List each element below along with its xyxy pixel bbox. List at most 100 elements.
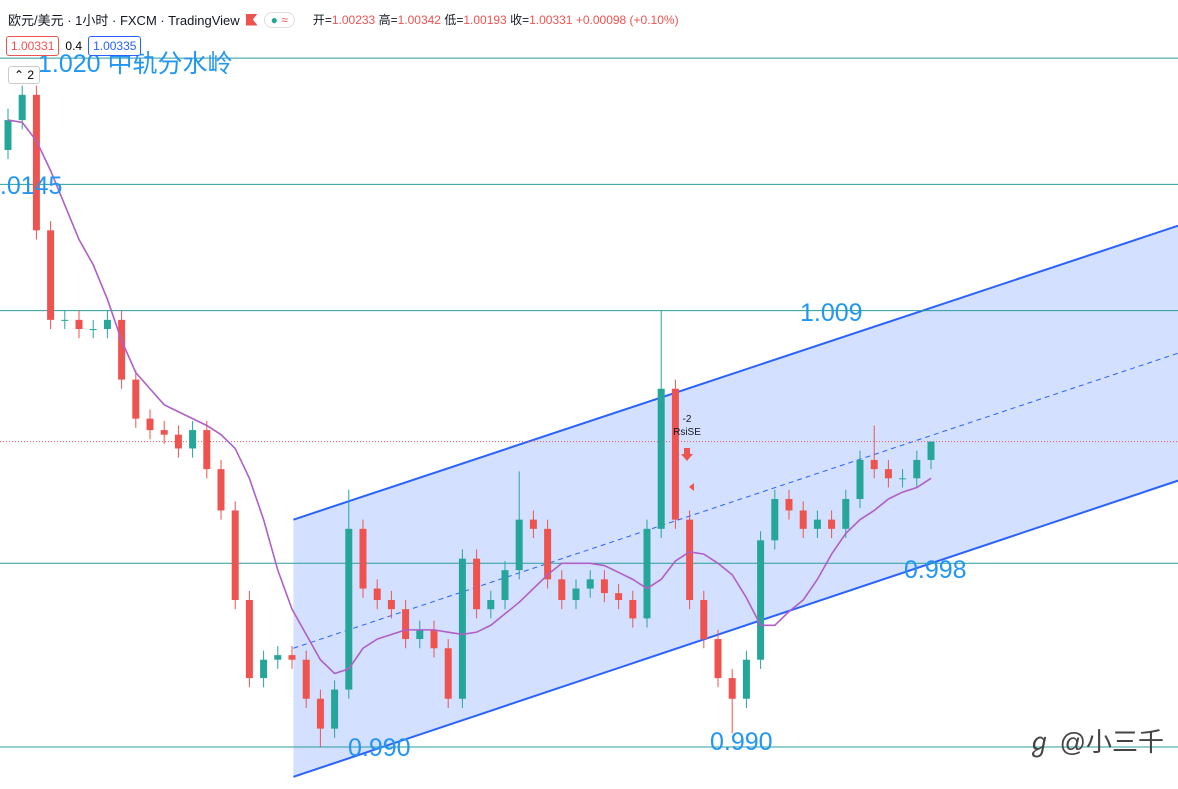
candle-body [103, 319, 111, 330]
candle-body [189, 430, 197, 449]
price-boxes: 1.00331 0.4 1.00335 [6, 36, 142, 56]
candle-body [700, 600, 708, 640]
ask-box[interactable]: 1.00335 [88, 36, 142, 56]
moving-average [7, 119, 932, 675]
candle-body [302, 659, 310, 699]
candle-body [870, 459, 878, 470]
watermark: ℊ @小三千 [1026, 727, 1164, 757]
ohlc-label: 高= [378, 13, 398, 27]
candle-body [771, 498, 779, 541]
candle-body [629, 600, 637, 619]
signal-label: RsiSE [673, 427, 701, 438]
candle-body [799, 510, 807, 529]
candle-body [473, 558, 481, 610]
candle-body [515, 519, 523, 571]
level-annotation: 1.0145 [0, 172, 62, 200]
collapse-button[interactable]: ⌃ 2 [8, 66, 41, 84]
header: 欧元/美元 · 1小时 · FXCM · TradingView ● ≈ 开=1… [8, 10, 679, 29]
candle-body [373, 588, 381, 601]
candle-body [47, 230, 55, 320]
candle-body [245, 600, 253, 679]
candle-body [75, 319, 83, 330]
ohlc-value: 1.00193 [463, 13, 507, 27]
candle-body [615, 593, 623, 601]
candle-body [18, 94, 26, 121]
candle-body [487, 600, 495, 610]
level-annotation: 0.990 [710, 728, 773, 756]
candle-body [913, 459, 921, 479]
level-annotation: 1.009 [800, 299, 863, 327]
candle-body [4, 120, 12, 150]
level-annotation: 0.998 [904, 556, 967, 584]
candle-body [416, 629, 424, 640]
signal-label: -2 [683, 414, 692, 425]
candle-body [529, 519, 537, 529]
candle-body [118, 319, 126, 380]
candle-body [714, 639, 722, 679]
level-annotation: 0.990 [348, 734, 411, 762]
candle-body [558, 579, 566, 601]
candle-body [828, 519, 836, 529]
status-icons: ● ≈ [263, 11, 295, 28]
candle-body [586, 579, 594, 589]
candle-body [856, 459, 864, 499]
candle-body [757, 540, 765, 660]
ohlc-label: 开= [312, 13, 332, 27]
candle-body [444, 648, 452, 699]
ohlc-legend: 开=1.00233 高=1.00342 低=1.00193 收=1.00331 … [313, 11, 679, 28]
ohlc-label: 收= [510, 13, 530, 27]
signal-marker [689, 483, 694, 491]
ohlc-value: 1.00233 [331, 13, 376, 27]
channel-upper [293, 224, 1178, 521]
candle-body [316, 698, 324, 729]
ohlc-label: +0.00098 (+0.10%) [575, 13, 679, 27]
candle-body [217, 469, 225, 511]
candle-body [899, 478, 907, 480]
candle-body [785, 498, 793, 511]
channel-mid [293, 352, 1178, 649]
bid-box[interactable]: 1.00331 [6, 36, 60, 56]
ohlc-value: 1.00331 [529, 13, 573, 27]
candle-body [61, 319, 69, 321]
candle-body [288, 655, 296, 660]
channel-lower [293, 479, 1178, 778]
candle-body [686, 519, 694, 601]
channel-fill [293, 225, 1178, 777]
candle-body [32, 94, 40, 231]
flag-icon[interactable] [245, 13, 258, 26]
candle-body [387, 600, 395, 610]
candle-body [359, 528, 367, 589]
candle-body [657, 388, 665, 529]
candle-body [146, 418, 154, 431]
candle-body [331, 689, 339, 729]
candle-body [231, 510, 239, 601]
candle-body [203, 430, 211, 470]
candle-body [544, 528, 552, 580]
candle-body [430, 629, 438, 649]
candle-body [742, 659, 750, 699]
candle-body [671, 388, 679, 520]
candle-body [345, 528, 353, 690]
candle-body [160, 430, 168, 435]
spread: 0.4 [65, 39, 83, 53]
candle-body [600, 579, 608, 594]
candle-body [260, 659, 268, 679]
candle-body [274, 655, 282, 660]
candle-body [458, 558, 466, 699]
candle-body [174, 434, 182, 449]
candle-body [402, 609, 410, 640]
ohlc-value: 1.00342 [397, 13, 441, 27]
ohlc-label: 低= [444, 13, 464, 27]
candle-body [89, 329, 97, 331]
candle-body [927, 441, 935, 460]
candle-body [643, 528, 651, 619]
candle-body [572, 588, 580, 601]
candle-body [842, 498, 850, 529]
candle-body [728, 678, 736, 699]
symbol-title: 欧元/美元 · 1小时 · FXCM · TradingView [8, 13, 240, 28]
candle-body [813, 519, 821, 529]
candle-body [501, 570, 509, 601]
signal-arrow [681, 448, 693, 461]
